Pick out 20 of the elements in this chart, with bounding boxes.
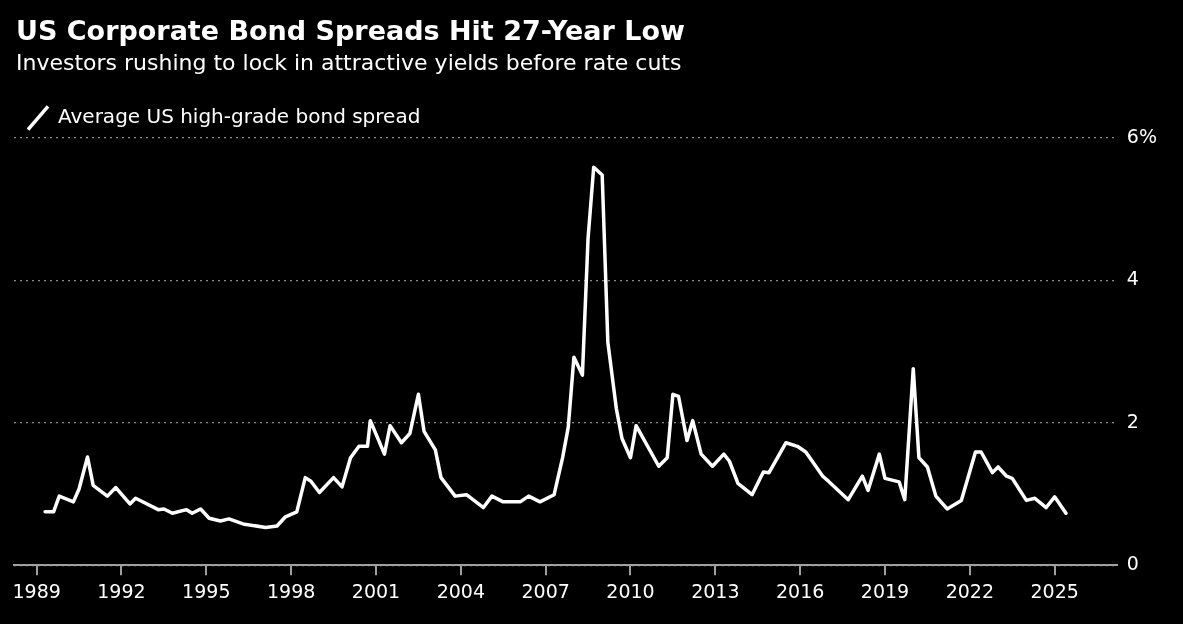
x-tick-label: 2007	[521, 579, 570, 602]
x-tick-label: 2004	[436, 579, 485, 602]
x-tick-label: 2001	[351, 579, 401, 602]
x-tick-label: 1998	[266, 579, 316, 602]
x-tick-label: 2013	[691, 579, 740, 602]
y-tick-label: 0	[1126, 552, 1139, 575]
legend-label: Average US high-grade bond spread	[58, 104, 421, 129]
chart-title: US Corporate Bond Spreads Hit 27-Year Low	[16, 14, 686, 48]
x-tick-label: 2016	[775, 579, 825, 602]
x-tick-label: 1995	[182, 579, 231, 602]
y-tick-label: 2	[1126, 409, 1139, 432]
x-tick-label: 2022	[945, 579, 994, 602]
x-tick-label: 1989	[12, 579, 61, 602]
y-tick-label: 4	[1126, 267, 1139, 290]
x-tick-label: 1992	[97, 579, 146, 602]
x-tick-label: 2019	[860, 579, 910, 602]
chart-subtitle: Investors rushing to lock in attractive yields before rate cuts	[16, 49, 683, 77]
y-tick-label: 6%	[1126, 124, 1158, 147]
x-tick-label: 2010	[606, 579, 655, 602]
x-tick-label: 2025	[1030, 579, 1079, 602]
